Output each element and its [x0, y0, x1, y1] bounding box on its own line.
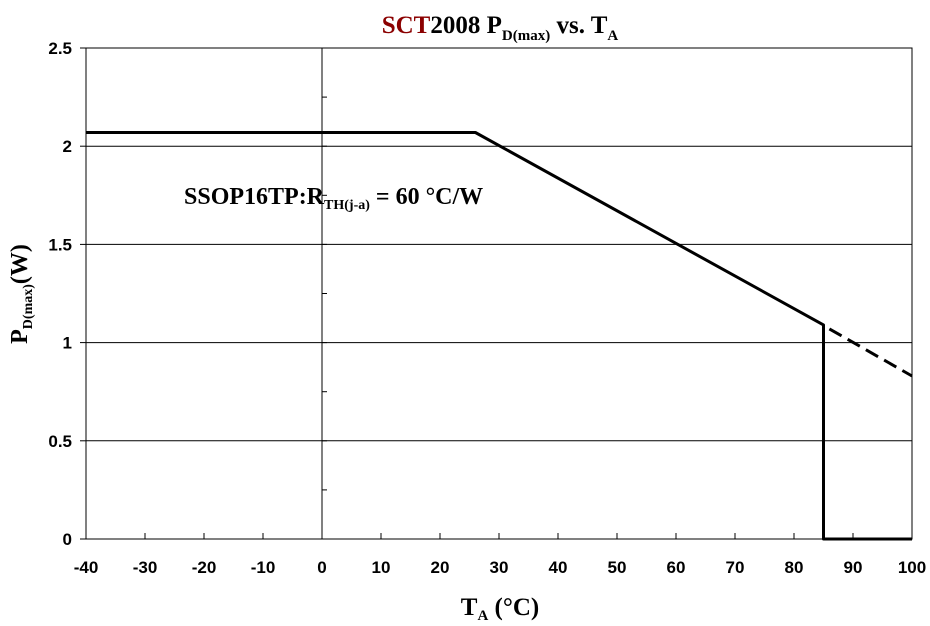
- x-tick-label-14: 100: [898, 558, 926, 577]
- title-subscript: D(max): [502, 28, 550, 44]
- title-brand: SCT: [382, 12, 431, 39]
- y-axis-label-main: P: [7, 329, 33, 344]
- x-tick-label-2: -20: [192, 558, 217, 577]
- title-text-2: vs. T: [550, 12, 608, 39]
- annotation-subscript: TH(j-a): [324, 198, 370, 213]
- chart-title: SCT2008 PD(max) vs. TA: [382, 12, 619, 44]
- y-tick-label-1: 0.5: [48, 432, 72, 451]
- x-axis-label-unit: (°C): [488, 594, 539, 621]
- zero-axis-ticks: [322, 47, 327, 540]
- plot-area: [85, 47, 913, 540]
- x-axis-label: TA (°C): [461, 594, 539, 624]
- x-tick-label-8: 40: [549, 558, 568, 577]
- y-axis-label-subscript: D(max): [21, 284, 36, 329]
- x-tick-label-10: 60: [667, 558, 686, 577]
- x-tick-label-0: -40: [74, 558, 99, 577]
- y-axis-label: PD(max)(W): [7, 244, 36, 344]
- x-tick-label-6: 20: [431, 558, 450, 577]
- x-tick-label-9: 50: [608, 558, 627, 577]
- title-text: 2008 P: [430, 12, 502, 39]
- y-tick-label-5: 2.5: [48, 39, 72, 58]
- x-tick-label-4: 0: [317, 558, 326, 577]
- x-tick-label-7: 30: [490, 558, 509, 577]
- y-tick-labels: 0 0.5 1 1.5 2 2.5: [48, 39, 86, 549]
- x-tick-label-12: 80: [785, 558, 804, 577]
- x-axis-label-main: T: [461, 594, 478, 621]
- x-tick-label-13: 90: [844, 558, 863, 577]
- x-tick-label-5: 10: [372, 558, 391, 577]
- x-axis-label-subscript: A: [477, 608, 488, 624]
- x-tick-labels: -40 -30 -20 -10 0 10 20 30 40 50 60 70 80 90 100: [74, 533, 926, 577]
- y-tick-label-3: 1.5: [48, 235, 72, 254]
- series-group: [86, 131, 913, 541]
- y-tick-label-0: 0: [63, 530, 72, 549]
- annotation-text-2: = 60 °C/W: [370, 184, 483, 210]
- y-tick-label-2: 1: [63, 334, 72, 353]
- annotation: SSOP16TP:RTH(j-a) = 60 °C/W: [184, 184, 483, 213]
- y-tick-label-4: 2: [63, 137, 72, 156]
- gridlines: [86, 47, 912, 540]
- y-axis-label-unit: (W): [7, 244, 33, 284]
- x-tick-label-3: -10: [251, 558, 276, 577]
- title-subscript-2: A: [607, 28, 618, 44]
- x-tick-label-11: 70: [726, 558, 745, 577]
- x-tick-label-1: -30: [133, 558, 158, 577]
- series-line-3: [828, 327, 913, 378]
- annotation-text: SSOP16TP:R: [184, 184, 325, 210]
